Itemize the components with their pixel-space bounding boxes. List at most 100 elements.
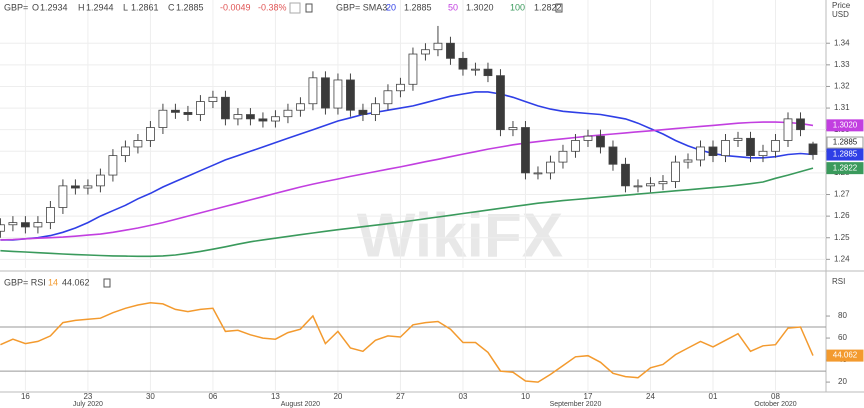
candle-body: [71, 185, 80, 189]
candle-body: [633, 185, 643, 188]
x-tick-label: 23: [83, 392, 92, 401]
sma-price-tag: 1.2885: [833, 150, 858, 159]
rsi-y-tick-label: 20: [838, 377, 847, 386]
candle-body: [596, 135, 605, 148]
candle-body: [221, 96, 230, 120]
x-tick-label: 20: [333, 392, 342, 401]
y-tick-label: 1.33: [834, 60, 850, 69]
legend-name: 100: [510, 2, 525, 12]
candle-body: [483, 68, 493, 77]
candle-body: [421, 49, 430, 55]
rsi-name: GBP= RSI: [4, 277, 46, 287]
candle-body: [558, 150, 568, 163]
x-tick-label: 17: [584, 392, 593, 401]
candle-body: [258, 118, 268, 122]
sma-line: [0, 121, 814, 241]
trash-icon-body: [103, 278, 111, 288]
candle-body: [758, 150, 768, 157]
close-price-tag-bg: [826, 136, 864, 149]
candle-body: [296, 103, 305, 111]
x-tick-label: 16: [21, 392, 30, 401]
x-tick-label: 13: [271, 392, 280, 401]
y-tick-label: 1.27: [834, 190, 850, 199]
legend-value: 1.2885: [404, 2, 432, 12]
y-tick-label: 1.32: [834, 82, 850, 91]
candle-body: [46, 207, 55, 224]
rsi-value: 44.062: [62, 277, 90, 287]
candle-body: [396, 83, 405, 92]
candle-body: [308, 77, 318, 105]
candle-body: [583, 135, 593, 141]
candle-body: [533, 172, 543, 175]
rsi-period: 14: [48, 277, 58, 287]
candle-body: [333, 79, 343, 109]
change-value: -0.0049: [220, 2, 251, 12]
candle-body: [271, 116, 280, 122]
ohlc-value: 1.2944: [86, 2, 114, 12]
candle-body: [796, 118, 805, 131]
ohlc-label: H: [78, 2, 85, 12]
x-tick-label: 30: [146, 392, 155, 401]
candle-body: [58, 185, 68, 208]
candle-body: [183, 111, 193, 115]
candle-body: [408, 53, 418, 85]
y-tick-label: 1.26: [834, 211, 850, 220]
sma-line: [0, 167, 814, 258]
y-tick-label: 1.24: [834, 254, 850, 263]
candle-body: [96, 174, 105, 187]
candle-body: [696, 146, 705, 161]
candle-body: [646, 183, 655, 187]
sma-price-tag-bg: [826, 148, 864, 161]
x-tick-label: 01: [709, 392, 718, 401]
candle-body: [446, 42, 455, 59]
x-tick-label: 03: [459, 392, 468, 401]
y-tick-label: 1.25: [834, 233, 850, 242]
candle-body: [246, 114, 255, 120]
candle-body: [546, 161, 555, 174]
sma-price-tag: 1.3020: [833, 120, 858, 129]
legend-value: 1.2822: [534, 2, 562, 12]
x-tick-label: 10: [521, 392, 530, 401]
month-label: July 2020: [73, 401, 103, 408]
x-tick-label: 06: [208, 392, 217, 401]
sma-price-tag: 1.2822: [833, 163, 858, 172]
candle-body: [33, 222, 43, 228]
trash-icon[interactable]: [103, 278, 111, 288]
price-axis-label: Price: [832, 1, 851, 10]
trash-icon-body: [555, 3, 563, 13]
legend-name: 50: [448, 2, 458, 12]
candle-body: [208, 96, 218, 102]
y-tick-label: 1.31: [834, 103, 850, 112]
candle-body: [458, 57, 468, 70]
rsi-value-tag: 44.062: [833, 351, 858, 360]
trash-icon-body: [305, 3, 313, 13]
candle-body: [471, 68, 480, 71]
month-label: October 2020: [754, 401, 797, 408]
indicator-label: GBP= SMA3: [336, 2, 387, 12]
dropdown-button[interactable]: [289, 2, 301, 14]
candle-body: [621, 163, 630, 187]
currency-label: USD: [832, 10, 849, 19]
candle-body: [496, 75, 505, 131]
trash-icon[interactable]: [555, 3, 563, 13]
candle-body: [0, 224, 5, 232]
candle-body: [158, 109, 168, 128]
watermark: WikiFX: [357, 201, 563, 270]
x-tick-label: 24: [646, 392, 655, 401]
candle-body: [321, 77, 330, 109]
candle-body: [21, 222, 30, 228]
month-label: August 2020: [281, 401, 320, 408]
trash-icon[interactable]: [305, 3, 313, 13]
rsi-y-tick-label: 80: [838, 311, 847, 320]
candle-body: [283, 109, 293, 118]
rsi-y-tick-label: 60: [838, 333, 847, 342]
candle-body: [371, 103, 380, 115]
candle-body: [783, 118, 793, 141]
candle-body: [658, 181, 668, 185]
ohlc-label: C: [168, 2, 175, 12]
candle-body: [8, 222, 18, 226]
candle-body: [608, 146, 618, 165]
change-percent: -0.38%: [258, 2, 287, 12]
candle-body: [346, 79, 355, 111]
